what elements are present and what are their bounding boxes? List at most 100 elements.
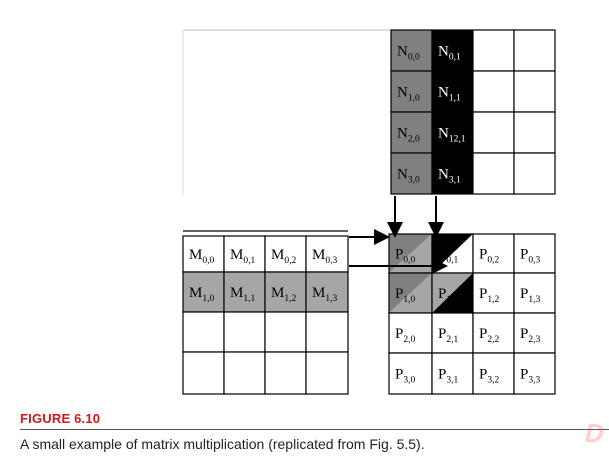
cell-border [305, 351, 349, 395]
n-cell: N12,1 [431, 111, 474, 154]
cell-fill [473, 112, 514, 153]
p-cell: P1,3 [513, 272, 556, 314]
cell-border [513, 352, 556, 395]
p-cell: P1,1 [431, 272, 474, 314]
p-cell: P2,0 [388, 312, 433, 354]
cell-fill [306, 352, 348, 394]
cell-fill [473, 313, 514, 353]
n-cell: N2,0 [390, 111, 433, 154]
m-cell [182, 311, 225, 353]
p-element-label: P0,0 [395, 247, 415, 266]
n-element-label: N1,1 [438, 85, 461, 104]
m-cell: M1,1 [223, 271, 266, 313]
n-element-label: N0,1 [438, 44, 461, 63]
cell-fill [432, 30, 473, 71]
p-element-label: P3,0 [395, 367, 415, 386]
p-cell: P1,0 [388, 272, 433, 314]
n-element-label: N12,1 [438, 126, 466, 145]
cell-fill [514, 71, 555, 112]
cell-border [513, 152, 556, 195]
m-cell [223, 351, 266, 395]
caption-divider [20, 429, 609, 430]
matrix-multiplication-diagram: N0,0 N0,1 N1,0 N1,1 N2,0 N12,1 N3,0 N3,1 M0,0 M0… [182, 29, 556, 395]
cell-fill [432, 71, 473, 112]
cell-fill [391, 30, 432, 71]
m-cell: M0,0 [182, 235, 225, 273]
m-cell [305, 351, 349, 395]
cell-fill [473, 234, 514, 273]
product-arrows [349, 196, 448, 274]
p-cell: P2,1 [431, 312, 474, 354]
m-cell [305, 311, 349, 353]
n-cell [472, 152, 515, 195]
cell-fill [514, 234, 555, 273]
cell-fill [514, 153, 555, 194]
cell-fill [473, 71, 514, 112]
p-element-label: P2,2 [479, 326, 499, 345]
m-element-label: M0,1 [230, 247, 255, 266]
cell-fill [473, 153, 514, 194]
cell-fill [265, 352, 306, 394]
n-cell [513, 111, 556, 154]
n-cell: N1,1 [431, 70, 474, 113]
cell-fill [432, 353, 473, 394]
m-element-label: M0,2 [271, 247, 296, 266]
n-element-label: N1,0 [397, 85, 420, 104]
p-cell: P3,0 [388, 352, 433, 395]
cell-fill [473, 353, 514, 394]
n-cell [472, 70, 515, 113]
matrix-n: N0,0 N0,1 N1,0 N1,1 N2,0 N12,1 N3,0 N3,1 [390, 29, 556, 195]
p-element-label: P3,1 [438, 367, 458, 386]
cell-fill [183, 236, 224, 272]
matrix-p: P0,0 P0,1 P0,2 P0,3 P1,0 P1,1 P1,2 P1,3 P2,0 P2,1… [388, 233, 556, 395]
cell-fill [183, 272, 224, 312]
figure-label: FIGURE 6.10 [20, 411, 101, 426]
p-cell: P3,2 [472, 352, 515, 395]
p-element-label: P1,3 [520, 286, 540, 305]
cell-fill [224, 352, 265, 394]
cell-fill [391, 71, 432, 112]
p-cell: P3,3 [513, 352, 556, 395]
cell-fill [183, 312, 224, 352]
cell-fill [432, 313, 473, 353]
cell-fill [473, 273, 514, 313]
n-cell [513, 29, 556, 72]
cell-fill [514, 313, 555, 353]
p-cell: P0,3 [513, 233, 556, 274]
cell-fill [306, 312, 348, 352]
p-element-label: P2,3 [520, 326, 540, 345]
n-cell: N3,1 [431, 152, 474, 195]
p-element-label: P1,1 [438, 286, 458, 305]
n-cell: N1,0 [390, 70, 433, 113]
m-element-label: M1,3 [312, 285, 337, 304]
cell-fill [265, 312, 306, 352]
cell-fill [389, 353, 432, 394]
m-cell: M0,3 [305, 235, 349, 273]
m-element-label: M0,3 [312, 247, 337, 266]
m-element-label: M1,1 [230, 285, 255, 304]
n-cell [472, 111, 515, 154]
m-element-label: M1,0 [189, 285, 214, 304]
n-element-label: N0,0 [397, 44, 420, 63]
n-cell: N0,0 [390, 29, 433, 72]
cell-shade-lower [432, 273, 473, 313]
n-element-label: N2,0 [397, 126, 420, 145]
p-element-label: P2,0 [395, 326, 415, 345]
m-cell: M1,0 [182, 271, 225, 313]
n-cell: N3,0 [390, 152, 433, 195]
m-cell: M1,2 [264, 271, 307, 313]
cell-fill [514, 30, 555, 71]
cell-fill [514, 353, 555, 394]
p-element-label: P0,3 [520, 247, 540, 266]
cell-fill [265, 272, 306, 312]
m-cell [223, 311, 266, 353]
p-element-label: P2,1 [438, 326, 458, 345]
p-element-label: P1,0 [395, 286, 415, 305]
p-element-label: P1,2 [479, 286, 499, 305]
p-cell: P3,1 [431, 352, 474, 395]
n-cell [513, 70, 556, 113]
cell-fill [265, 236, 306, 272]
p-element-label: P3,2 [479, 367, 499, 386]
m-element-label: M1,2 [271, 285, 296, 304]
m-cell: M1,3 [305, 271, 349, 313]
